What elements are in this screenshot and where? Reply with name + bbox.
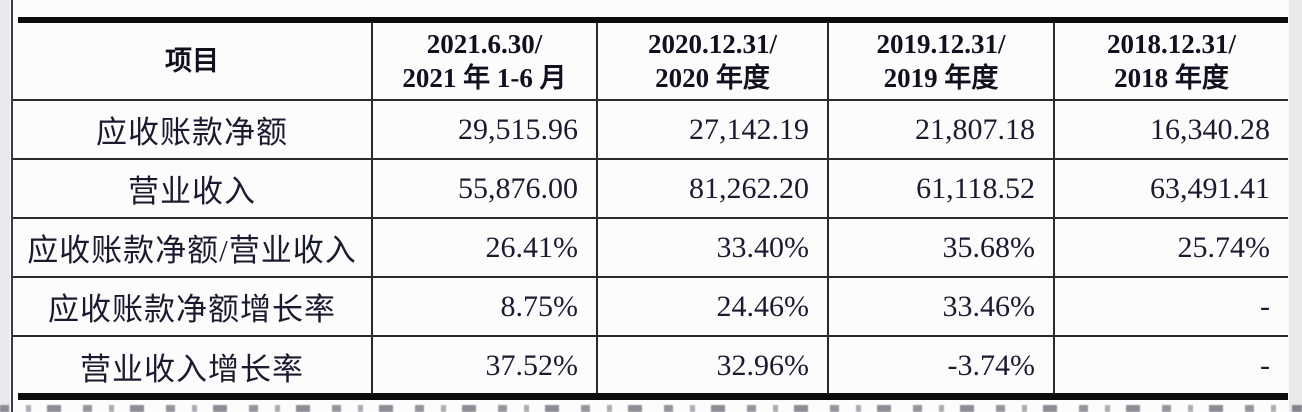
header-period-2019: 2019.12.31/ 2019 年度	[827, 23, 1055, 101]
page-left-margin	[0, 0, 10, 412]
cell-value: 8.75%	[371, 276, 598, 337]
header-period-line: 2018 年度	[1114, 63, 1229, 93]
row-label: 应收账款净额	[13, 99, 373, 160]
cell-value: 26.41%	[371, 217, 598, 278]
cell-value: -	[1053, 335, 1288, 395]
table-row-receivables-growth-rate: 应收账款净额增长率 8.75% 24.46% 33.46% -	[13, 276, 1288, 337]
header-date-line: 2018.12.31/	[1106, 29, 1236, 59]
header-period-2018: 2018.12.31/ 2018 年度	[1053, 23, 1288, 101]
header-item: 项目	[13, 23, 373, 101]
cell-value: 63,491.41	[1053, 158, 1288, 219]
cell-value: 55,876.00	[371, 158, 598, 219]
table-left-rule	[11, 0, 13, 412]
header-date-line: 2019.12.31/	[876, 29, 1006, 59]
page-right-margin	[1289, 0, 1302, 412]
clipped-text-remnant	[0, 405, 1302, 412]
table-row-operating-revenue: 营业收入 55,876.00 81,262.20 61,118.52 63,49…	[13, 158, 1288, 219]
table-row-revenue-growth-rate: 营业收入增长率 37.52% 32.96% -3.74% -	[13, 335, 1288, 395]
cell-value: 33.40%	[596, 217, 829, 278]
header-period-line: 2020 年度	[655, 63, 770, 93]
row-label: 应收账款净额增长率	[13, 276, 373, 337]
cell-value: 33.46%	[827, 276, 1055, 337]
table-top-thick-rule	[18, 17, 1288, 23]
cell-value: 81,262.20	[596, 158, 829, 219]
cell-value: 27,142.19	[596, 99, 829, 160]
row-label: 营业收入	[13, 158, 373, 219]
cell-value: 32.96%	[596, 335, 829, 395]
header-date-line: 2020.12.31/	[647, 29, 777, 59]
table-row-receivables-to-revenue-ratio: 应收账款净额/营业收入 26.41% 33.40% 35.68% 25.74%	[13, 217, 1288, 278]
cell-value: 25.74%	[1053, 217, 1288, 278]
header-period-2020: 2020.12.31/ 2020 年度	[596, 23, 829, 101]
header-period-2021h1: 2021.6.30/ 2021 年 1-6 月	[371, 23, 598, 101]
header-row: 项目 2021.6.30/ 2021 年 1-6 月 2020.12.31/ 2…	[13, 23, 1288, 101]
header-period-line: 2021 年 1-6 月	[402, 63, 567, 93]
header-date-line: 2021.6.30/	[426, 29, 543, 59]
header-period-line: 2019 年度	[883, 63, 999, 93]
financial-table: 项目 2021.6.30/ 2021 年 1-6 月 2020.12.31/ 2…	[13, 23, 1288, 395]
cell-value: 35.68%	[827, 217, 1055, 278]
table-row-receivables-net: 应收账款净额 29,515.96 27,142.19 21,807.18 16,…	[13, 99, 1288, 160]
cell-value: 21,807.18	[827, 99, 1055, 160]
row-label: 应收账款净额/营业收入	[13, 217, 373, 278]
cell-value: 29,515.96	[371, 99, 598, 160]
cell-value: 24.46%	[596, 276, 829, 337]
cell-value: -	[1053, 276, 1288, 337]
header-item-label: 项目	[165, 46, 219, 76]
cell-value: 37.52%	[371, 335, 598, 395]
cell-value: -3.74%	[827, 335, 1055, 395]
cell-value: 61,118.52	[827, 158, 1055, 219]
table-bottom-thick-rule	[18, 393, 1288, 400]
cell-value: 16,340.28	[1053, 99, 1288, 160]
row-label: 营业收入增长率	[13, 335, 373, 395]
